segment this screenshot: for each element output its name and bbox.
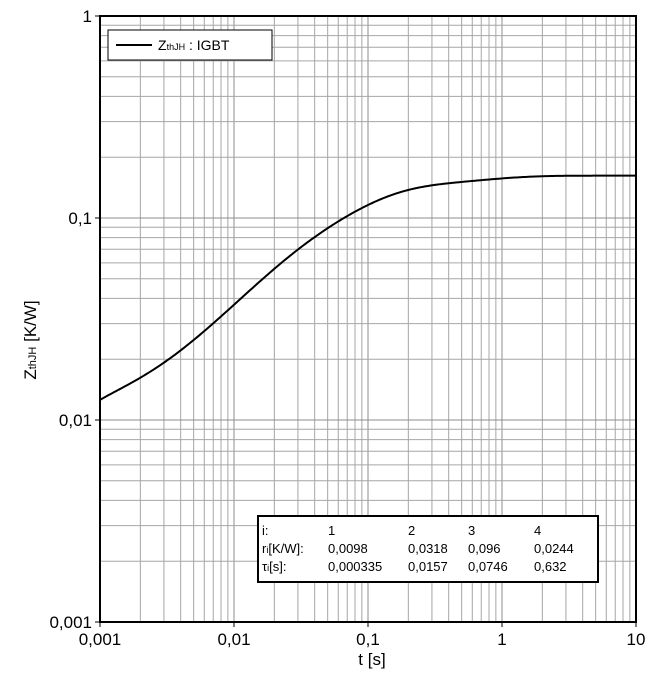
table-cell-tau-2: 0,0157	[408, 559, 448, 574]
y-tick-label: 0,001	[49, 613, 92, 632]
x-tick-label: 1	[497, 630, 506, 649]
table-cell-tau-1: 0,000335	[328, 559, 382, 574]
y-axis-label-sub: thJH	[27, 347, 39, 370]
r-label-main: r	[262, 541, 267, 556]
table-header-col-4: 4	[534, 523, 541, 538]
table-row-label-r: ri[K/W]:	[262, 541, 304, 556]
table-cell-r-1: 0,0098	[328, 541, 368, 556]
tau-label-rest: [s]:	[269, 559, 286, 574]
y-axis-label: ZthJH [K/W]	[21, 300, 40, 379]
r-label-sub: i	[266, 545, 268, 555]
x-tick-label: 0,1	[356, 630, 380, 649]
table-header-col-3: 3	[468, 523, 475, 538]
legend-entry-rest: : IGBT	[185, 37, 230, 53]
table-header-label: i:	[262, 523, 269, 538]
x-tick-label: 0,001	[79, 630, 122, 649]
table-header-col-2: 2	[408, 523, 415, 538]
foster-parameter-table: i: 1 2 3 4 ri[K/W]: 0,0098 0,0318 0,096 …	[257, 515, 599, 583]
r-label-rest: [K/W]:	[268, 541, 303, 556]
y-axis-label-rest: [K/W]	[21, 300, 40, 346]
legend-entry: ZthJH : IGBT	[158, 37, 230, 53]
table-cell-r-2: 0,0318	[408, 541, 448, 556]
y-tick-label: 1	[83, 7, 92, 26]
y-tick-label: 0,01	[59, 411, 92, 430]
series-line-zthjh-igbt	[99, 174, 636, 401]
legend: ZthJH : IGBT	[107, 29, 273, 61]
y-axis-ticks: 0,001 0,01 0,1 1	[49, 7, 100, 632]
x-axis-label: t [s]	[358, 650, 385, 669]
tau-label-sub: i	[267, 563, 269, 573]
y-tick-label: 0,1	[68, 209, 92, 228]
table-cell-r-3: 0,096	[468, 541, 501, 556]
table-box	[257, 515, 599, 583]
legend-entry-main: Z	[158, 37, 167, 53]
x-tick-label: 10	[627, 630, 646, 649]
x-axis-ticks: 0,001 0,01 0,1 1 10	[79, 622, 646, 649]
table-header-col-1: 1	[328, 523, 335, 538]
x-tick-label: 0,01	[217, 630, 250, 649]
table-cell-tau-4: 0,632	[534, 559, 567, 574]
legend-entry-sub: thJH	[167, 42, 186, 52]
table-row-label-tau: τi[s]:	[262, 559, 286, 574]
table-cell-r-4: 0,0244	[534, 541, 574, 556]
y-axis-label-main: Z	[21, 369, 40, 379]
tau-label-main: τ	[262, 559, 268, 574]
table-cell-tau-3: 0,0746	[468, 559, 508, 574]
